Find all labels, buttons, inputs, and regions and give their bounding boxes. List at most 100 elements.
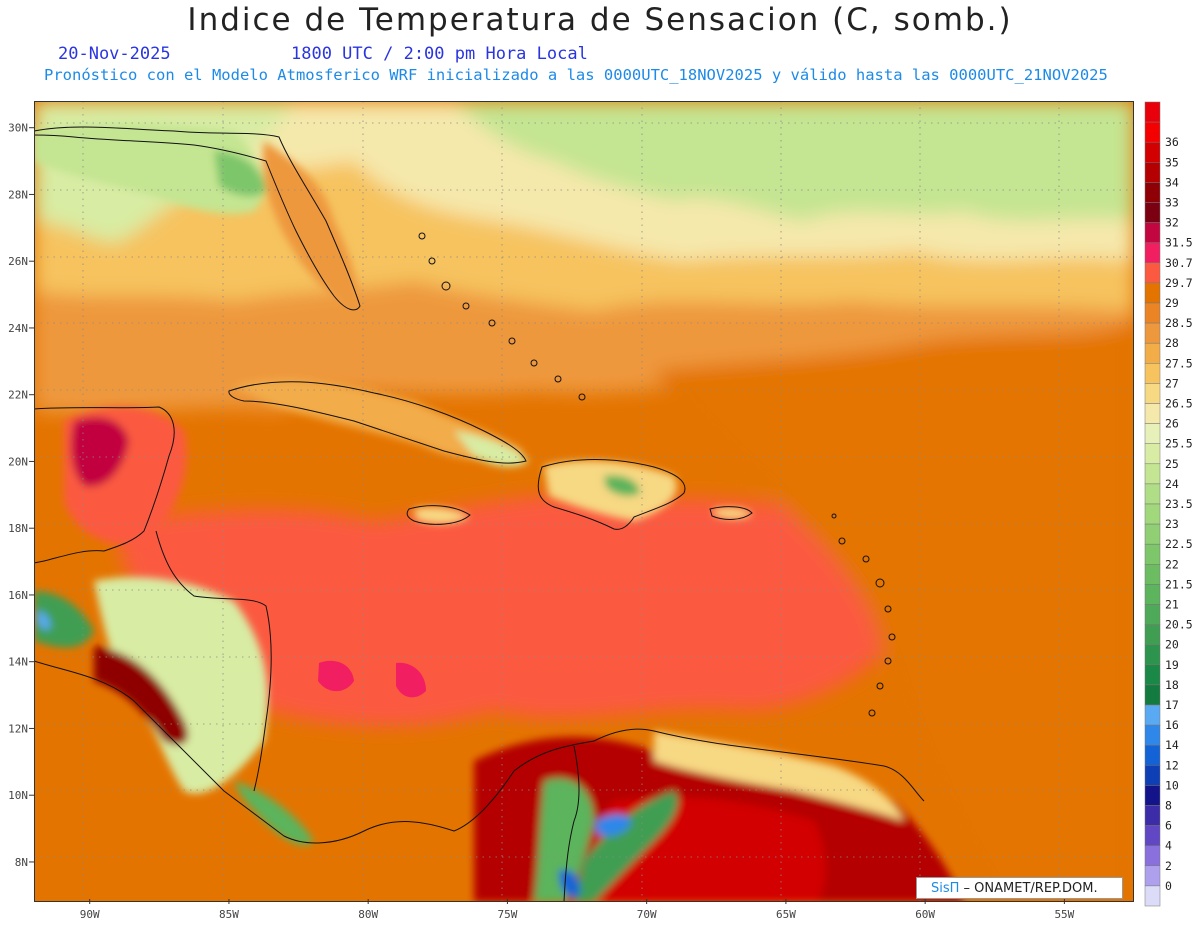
land-jamaica <box>414 507 469 524</box>
colorbar-swatch <box>1144 523 1161 545</box>
heat-index-map <box>34 101 1134 902</box>
latitude-labels: 8N 10N 12N 14N 16N 18N 20N 22N 24N 26N 28N 30N <box>8 122 34 869</box>
colorbar-swatch <box>1144 202 1161 223</box>
colorbar-label: 22 <box>1165 557 1179 571</box>
land-puerto-rico <box>714 507 752 519</box>
field-east-orange <box>654 321 1134 902</box>
land-central-am-hot <box>94 646 188 745</box>
colorbar-swatch <box>1144 664 1161 686</box>
colorbar-label: 35 <box>1165 155 1179 169</box>
colorbar-label: 28 <box>1165 336 1179 350</box>
field-north-green <box>454 101 1134 221</box>
land-cuba-east <box>454 431 529 467</box>
colorbar-swatch <box>1144 885 1161 907</box>
lat-tick-label: 24N <box>8 322 28 335</box>
colorbar-swatch <box>1144 242 1161 264</box>
colorbar-label: 28.5 <box>1165 316 1193 330</box>
lat-tick-label: 14N <box>8 656 28 669</box>
colorbar-swatch <box>1144 121 1161 143</box>
forecast-date: 20-Nov-2025 <box>58 44 171 64</box>
colorbar-label: 33 <box>1165 196 1179 210</box>
colorbar-label: 20.5 <box>1165 618 1193 632</box>
colorbar-swatch <box>1144 765 1161 786</box>
colorbar-label: 25 <box>1165 457 1179 471</box>
colorbar-swatch <box>1144 724 1161 746</box>
lat-tick-label: 30N <box>8 122 28 135</box>
colorbar-label: 32 <box>1165 216 1179 230</box>
colorbar-swatch <box>1144 684 1161 706</box>
colorbar-swatch <box>1144 644 1161 666</box>
colorbar-label: 26.5 <box>1165 397 1193 411</box>
colorbar-label: 21 <box>1165 598 1179 612</box>
coastlines <box>34 126 925 902</box>
colorbar-label: 16 <box>1165 718 1179 732</box>
forecast-time: 1800 UTC / 2:00 pm Hora Local <box>291 44 588 64</box>
colorbar-swatch <box>1144 282 1161 304</box>
lat-tick-label: 28N <box>8 188 28 201</box>
colorbar-swatch <box>1144 403 1161 424</box>
colorbar-swatch <box>1144 503 1161 525</box>
colorbar-swatch <box>1144 101 1161 123</box>
land-florida-green <box>214 151 266 197</box>
colorbar-label: 0 <box>1165 879 1172 893</box>
land-maracaibo-green <box>534 778 594 902</box>
colorbar-swatch <box>1144 322 1161 344</box>
colorbar-swatch <box>1144 463 1161 485</box>
credit-org: – ONAMET/REP.DOM. <box>959 881 1098 896</box>
colorbar-swatch <box>1144 624 1161 645</box>
colorbar-label: 29.7 <box>1165 276 1193 290</box>
lat-tick-label: 22N <box>8 389 28 402</box>
lat-tick-label: 16N <box>8 589 28 602</box>
hotspot-ocean-1 <box>318 660 354 692</box>
field-caribbean-hot <box>114 494 914 727</box>
colorbar-label: 12 <box>1165 758 1179 772</box>
lon-tick-label: 90W <box>80 908 100 921</box>
colorbar-swatch <box>1144 363 1161 384</box>
land-guat-blue <box>37 611 51 630</box>
colorbar-swatch <box>1144 383 1161 404</box>
colorbar-swatch <box>1144 564 1161 585</box>
colorbar-label: 21.5 <box>1165 577 1193 591</box>
land-central-am-green <box>94 577 268 794</box>
colorbar-label: 30.7 <box>1165 256 1193 270</box>
lat-tick-label: 18N <box>8 522 28 535</box>
colorbar-swatch <box>1144 423 1161 444</box>
colorbar-swatch <box>1144 785 1161 806</box>
colorbar-label: 23 <box>1165 517 1179 531</box>
chart-title: Indice de Temperatura de Sensacion (C, s… <box>187 2 1013 38</box>
lon-tick-label: 80W <box>358 908 378 921</box>
colorbar-swatch <box>1144 182 1161 203</box>
lon-tick-label: 55W <box>1054 908 1074 921</box>
colorbar-swatch <box>1144 845 1161 867</box>
colorbar-label: 23.5 <box>1165 497 1193 511</box>
colorbar: 363534333231.530.729.72928.52827.52726.5… <box>1144 101 1193 907</box>
colorbar-label: 31.5 <box>1165 236 1193 250</box>
colorbar-label: 27 <box>1165 376 1179 390</box>
colorbar-swatch <box>1144 704 1161 726</box>
credit-box: SisΠ – ONAMET/REP.DOM. <box>916 877 1123 899</box>
colorbar-swatch <box>1144 483 1161 505</box>
colorbar-swatch <box>1144 262 1161 284</box>
lon-tick-label: 85W <box>219 908 239 921</box>
map-frame <box>34 101 1134 902</box>
colorbar-swatch <box>1144 443 1161 465</box>
colorbar-label: 17 <box>1165 698 1179 712</box>
land-cuba <box>234 379 524 461</box>
land-hispaniola <box>544 460 677 521</box>
colorbar-label: 19 <box>1165 658 1179 672</box>
colorbar-label: 24 <box>1165 477 1179 491</box>
colorbar-label: 8 <box>1165 799 1172 813</box>
lon-tick-label: 60W <box>915 908 935 921</box>
land-yucatan-hot <box>71 417 129 487</box>
colorbar-swatch <box>1144 342 1161 364</box>
model-info: Pronóstico con el Modelo Atmosferico WRF… <box>44 66 1108 84</box>
longitude-labels: 90W 85W 80W 75W 70W 65W 60W 55W <box>80 899 1075 921</box>
lon-tick-label: 75W <box>497 908 517 921</box>
small-islands <box>418 232 896 717</box>
colorbar-swatch <box>1144 584 1161 605</box>
lat-tick-label: 8N <box>15 856 28 869</box>
map-gridlines <box>34 101 1134 902</box>
colorbar-label: 10 <box>1165 778 1179 792</box>
land-hispaniola-green <box>604 475 640 496</box>
lon-tick-label: 65W <box>776 908 796 921</box>
